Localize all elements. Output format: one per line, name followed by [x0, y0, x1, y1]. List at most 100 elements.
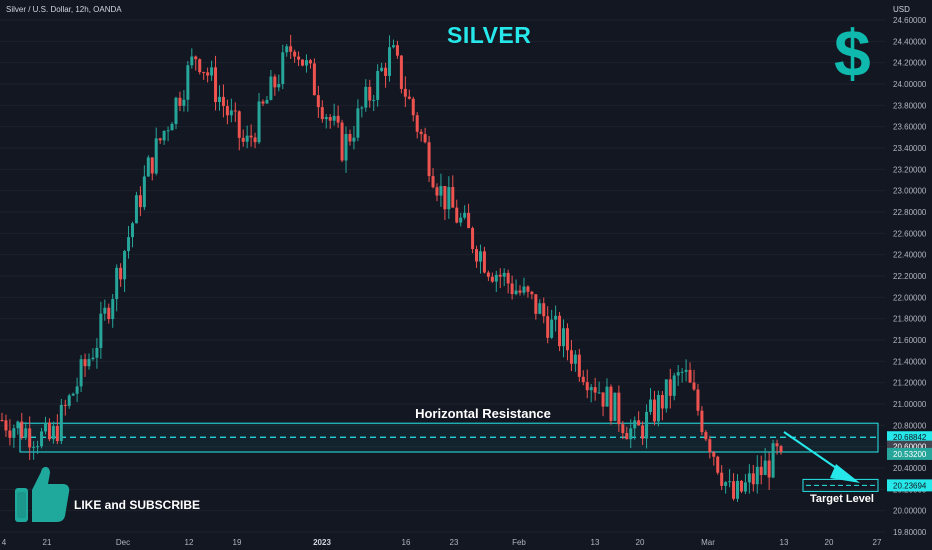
candle-body [411, 98, 415, 116]
candle-body [241, 137, 245, 142]
x-tick-label: 4 [2, 538, 7, 547]
x-tick-label: Feb [512, 538, 526, 547]
candle-body [154, 138, 158, 174]
y-tick-label: 21.80000 [893, 315, 927, 324]
candle-body [324, 117, 328, 120]
y-tick-label: 22.60000 [893, 229, 927, 238]
x-tick-label: 16 [402, 538, 411, 547]
y-tick-label: 21.20000 [893, 379, 927, 388]
candle-body [245, 135, 249, 142]
candle-body [534, 294, 538, 314]
price-tag-label: 20.60000 [893, 443, 927, 452]
candle-body [755, 466, 759, 485]
candle-body [700, 410, 704, 433]
chart-title: SILVER [447, 22, 532, 48]
candle-body [732, 481, 736, 499]
candle-body [368, 86, 372, 101]
candle-body [257, 101, 261, 143]
candle-body [225, 106, 229, 116]
candle-body [581, 376, 585, 383]
candle-body [771, 443, 775, 478]
candle-body [613, 392, 617, 421]
candle-body [111, 299, 115, 320]
candle-body [573, 354, 577, 364]
x-axis: 4 21 Dec 12 19 2023 16 23 Feb 13 20 Mar 13 20 27 [2, 538, 882, 547]
candle-body [63, 404, 67, 406]
candle-body [36, 446, 40, 448]
candle-body [514, 290, 518, 295]
candle-body [59, 404, 63, 442]
candle-body [103, 307, 107, 314]
candle-body [427, 142, 431, 177]
candle-body [605, 386, 609, 407]
candle-body [308, 60, 312, 64]
candle-body [99, 313, 103, 348]
candle-body [530, 291, 534, 295]
resistance-zone [19, 422, 879, 453]
candle-body [281, 52, 285, 85]
candle-body [459, 217, 463, 223]
candle-body [91, 357, 95, 360]
candle-body [526, 286, 530, 292]
candle-body [720, 472, 724, 486]
candle-body [336, 115, 340, 123]
candle-body [724, 482, 728, 486]
candle-body [166, 130, 170, 132]
candle-body [293, 51, 297, 57]
y-tick-label: 23.00000 [893, 187, 927, 196]
candle-body [490, 276, 494, 282]
price-tag-label: 20.68842 [893, 433, 927, 442]
y-tick-label: 23.60000 [893, 123, 927, 132]
candle-body [617, 392, 621, 425]
candle-body [190, 56, 194, 66]
candle-body [206, 72, 210, 76]
candle-body [32, 446, 36, 448]
candle-body [629, 428, 633, 440]
price-tag-label: 20.23694 [893, 481, 927, 490]
candle-body [51, 426, 55, 440]
candle-body [546, 316, 550, 338]
y-tick-label: 20.00000 [893, 507, 927, 516]
y-tick-label: 21.00000 [893, 400, 927, 409]
y-tick-label: 22.80000 [893, 208, 927, 217]
candle-body [391, 45, 395, 48]
candle-body [170, 123, 174, 131]
y-tick-label: 21.40000 [893, 357, 927, 366]
candle-body [320, 107, 324, 120]
candle-body [217, 96, 221, 102]
x-tick-label: 12 [185, 538, 194, 547]
thumbs-up-icon [15, 466, 70, 522]
x-tick-label: 21 [43, 538, 52, 547]
candle-body [688, 369, 692, 383]
candle-body [301, 59, 305, 66]
candle-body [641, 425, 645, 439]
price-tag [887, 431, 932, 444]
candle-body [554, 315, 558, 320]
candle-body [150, 157, 154, 174]
currency-label: USD [893, 5, 910, 14]
candle-body [767, 460, 771, 478]
x-tick-label: 13 [780, 538, 789, 547]
candle-body [609, 386, 613, 421]
price-tag [887, 479, 932, 492]
arrow-shaft [783, 431, 843, 473]
candle-body [494, 274, 498, 282]
candle-body [316, 95, 320, 108]
candle-body [304, 60, 308, 66]
candle-body [712, 452, 716, 457]
candle-body [569, 350, 573, 364]
candle-body [249, 135, 253, 138]
price-tag-label: 20.53200 [893, 450, 927, 459]
y-tick-label: 22.00000 [893, 293, 927, 302]
candle-body [289, 46, 293, 52]
candle-body [672, 375, 676, 396]
x-tick-label: Dec [116, 538, 130, 547]
candle-body [779, 446, 783, 452]
candle-body [538, 303, 542, 314]
x-tick-label: 13 [591, 538, 600, 547]
candle-body [708, 439, 712, 453]
candle-body [601, 392, 605, 407]
candle-body [352, 137, 356, 142]
